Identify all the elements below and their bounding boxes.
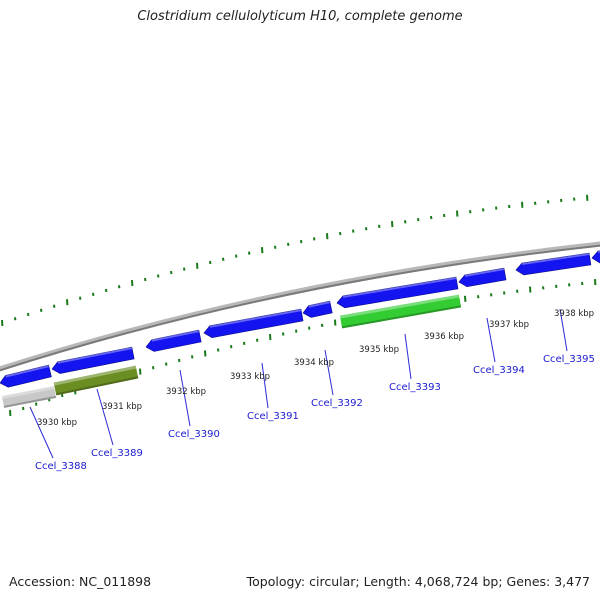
kbp-label-3931: 3931 kbp xyxy=(102,402,142,412)
cds-minus-8-body xyxy=(515,252,592,276)
plus-strand-features xyxy=(1,294,462,408)
genome-stats-text: Topology: circular; Length: 4,068,724 bp… xyxy=(246,574,590,589)
feature-ccel-3393-body xyxy=(339,294,462,329)
gene-label-links xyxy=(29,308,568,459)
gene-link-1 xyxy=(96,388,114,446)
gene-label-ccel-3395[interactable]: Ccel_3395 xyxy=(543,354,595,365)
kbp-label-3930: 3930 kbp xyxy=(37,418,77,428)
kbp-label-3933: 3933 kbp xyxy=(230,372,270,382)
cds-minus-9 xyxy=(591,248,600,264)
kbp-label-3936: 3936 kbp xyxy=(424,332,464,342)
cds-minus-9-body xyxy=(591,248,600,264)
gene-label-ccel-3388[interactable]: Ccel_3388 xyxy=(35,461,87,472)
cds-minus-6 xyxy=(336,276,459,309)
cds-minus-4 xyxy=(203,308,304,338)
cds-minus-1 xyxy=(0,364,52,388)
feature-ccel-3389-shade xyxy=(55,376,139,396)
feature-ccel-3388-highlight xyxy=(1,386,55,400)
inner-tick-track xyxy=(9,279,597,417)
genome-backbone xyxy=(0,241,600,372)
cds-minus-1-shine xyxy=(5,365,50,378)
gene-link-4 xyxy=(324,349,334,396)
cds-minus-4-shine xyxy=(209,309,302,328)
feature-ccel-3393-highlight xyxy=(339,294,460,319)
gene-label-ccel-3390[interactable]: Ccel_3390 xyxy=(168,429,220,440)
gene-label-ccel-3393[interactable]: Ccel_3393 xyxy=(389,382,441,393)
cds-minus-8-shine xyxy=(522,253,590,266)
gene-link-0 xyxy=(29,406,54,459)
cds-minus-1-body xyxy=(0,364,52,388)
feature-ccel-3393 xyxy=(339,294,462,329)
accession-text: Accession: NC_011898 xyxy=(9,574,152,589)
gene-link-2 xyxy=(179,369,191,427)
feature-ccel-3388 xyxy=(1,386,57,408)
cds-minus-5-shine xyxy=(308,301,331,308)
kbp-label-3934: 3934 kbp xyxy=(294,358,334,368)
cds-minus-5-body xyxy=(302,300,333,318)
feature-ccel-3388-body xyxy=(1,386,57,408)
kbp-label-3937: 3937 kbp xyxy=(489,320,529,330)
feature-ccel-3389 xyxy=(53,365,139,396)
gene-link-7 xyxy=(559,308,568,352)
cds-minus-3 xyxy=(145,329,202,352)
cds-minus-6-body xyxy=(336,276,459,309)
kbp-label-3935: 3935 kbp xyxy=(359,345,399,355)
gene-label-ccel-3389[interactable]: Ccel_3389 xyxy=(91,448,143,459)
feature-ccel-3389-body xyxy=(53,365,139,396)
kbp-label-3938: 3938 kbp xyxy=(554,309,594,319)
gene-label-ccel-3392[interactable]: Ccel_3392 xyxy=(311,398,363,409)
gene-label-ccel-3394[interactable]: Ccel_3394 xyxy=(473,365,525,376)
cds-minus-4-body xyxy=(203,308,304,338)
gene-link-6 xyxy=(486,317,496,363)
feature-ccel-3393-shade xyxy=(341,305,462,329)
feature-ccel-3388-shade xyxy=(3,395,57,408)
cds-minus-7 xyxy=(458,267,507,288)
gene-link-5 xyxy=(404,333,412,380)
feature-ccel-3389-highlight xyxy=(53,365,137,386)
map-title: Clostridium cellulolyticum H10, complete… xyxy=(137,9,463,24)
cds-minus-5 xyxy=(302,300,333,318)
genome-backbone-shade xyxy=(0,244,600,372)
cds-minus-2-body xyxy=(51,346,135,374)
kbp-label-3932: 3932 kbp xyxy=(166,387,206,397)
cds-minus-6-shine xyxy=(342,277,457,298)
cds-minus-2-shine xyxy=(57,347,133,364)
outer-tick-track xyxy=(1,194,589,327)
cds-minus-8 xyxy=(515,252,592,276)
cds-minus-2 xyxy=(51,346,135,374)
gene-link-3 xyxy=(261,362,269,409)
cds-minus-7-shine xyxy=(464,268,505,277)
gene-label-ccel-3391[interactable]: Ccel_3391 xyxy=(247,411,299,422)
cds-minus-7-body xyxy=(458,267,507,288)
cds-minus-3-shine xyxy=(151,330,200,342)
minus-strand-features xyxy=(0,248,600,388)
cds-minus-3-body xyxy=(145,329,202,352)
